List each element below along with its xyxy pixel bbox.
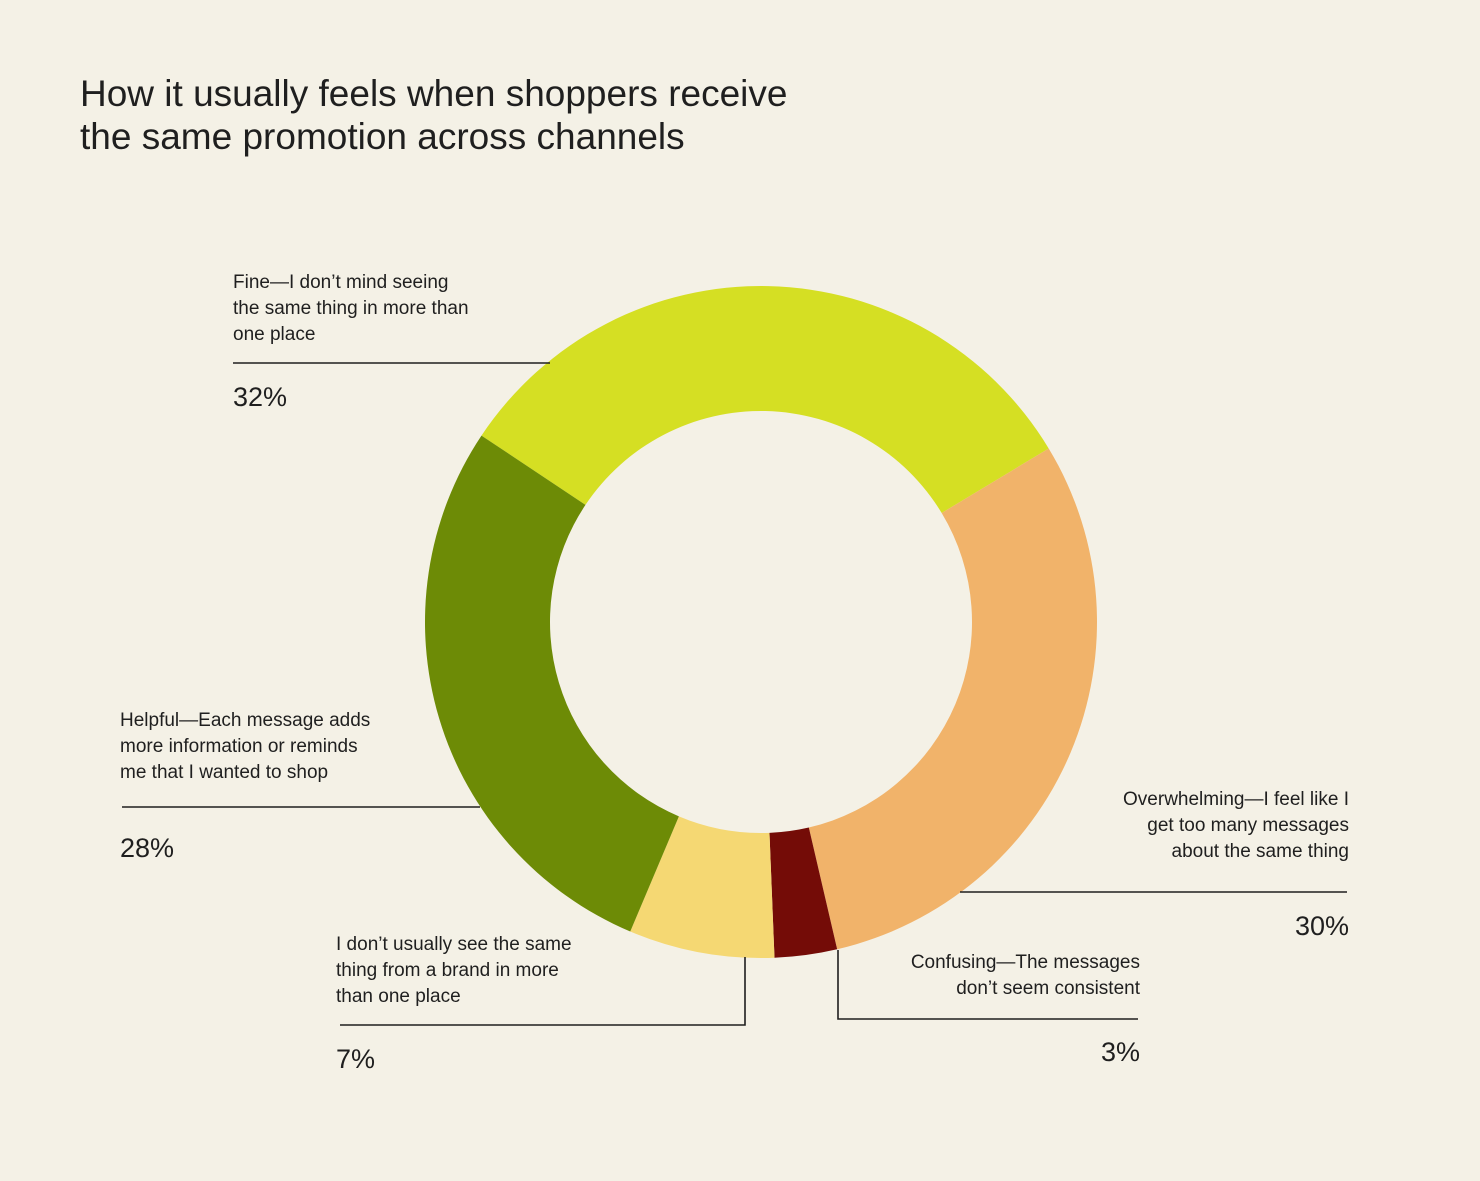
slice-label-line: Helpful—Each message adds (120, 710, 371, 731)
slice-label-confusing: Confusing—The messages don’t seem consis… (840, 950, 1140, 1002)
slice-value-dont-see: 7% (336, 1044, 376, 1074)
donut-slice-helpful (425, 435, 679, 932)
slice-label-line: than one place (336, 986, 461, 1007)
slice-label-line: get too many messages (1147, 815, 1349, 836)
slice-label-line: Overwhelming—I feel like I (1123, 789, 1349, 810)
slice-label-line: about the same thing (1171, 841, 1349, 862)
slice-label-line: the same thing in more than (233, 298, 469, 319)
slice-label-helpful: Helpful—Each message adds more informati… (120, 708, 370, 786)
chart-title: How it usually feels when shoppers recei… (80, 72, 900, 158)
slice-label-line: one place (233, 324, 316, 345)
donut-slice-fine (481, 286, 1049, 514)
slice-label-line: Fine—I don’t mind seeing (233, 272, 449, 293)
slice-value-fine: 32% (233, 382, 288, 412)
chart-title-line-2: the same promotion across channels (80, 116, 685, 157)
slice-label-dont-see: I don’t usually see the same thing from … (336, 932, 572, 1010)
leader-line-confusing (837, 950, 1138, 1020)
slice-value-confusing: 3% (1100, 1037, 1140, 1067)
slice-label-line: I don’t usually see the same (336, 934, 572, 955)
slice-label-overwhelming: Overwhelming—I feel like I get too many … (1049, 787, 1349, 865)
donut-slice-dont-see (630, 816, 775, 958)
slice-label-line: thing from a brand in more (336, 960, 559, 981)
slice-label-line: me that I wanted to shop (120, 762, 329, 783)
slice-value-overwhelming: 30% (1294, 911, 1349, 941)
leader-line-dont-see (340, 957, 746, 1026)
slice-label-line: Confusing—The messages (910, 952, 1140, 973)
slice-label-line: don’t seem consistent (956, 978, 1140, 999)
slice-label-line: more information or reminds (120, 736, 358, 757)
slice-label-fine: Fine—I don’t mind seeing the same thing … (233, 270, 469, 348)
donut-slice-confusing (769, 827, 838, 958)
donut-slice-overwhelming (808, 448, 1097, 950)
slice-value-helpful: 28% (120, 833, 175, 863)
chart-title-line-1: How it usually feels when shoppers recei… (80, 73, 788, 114)
